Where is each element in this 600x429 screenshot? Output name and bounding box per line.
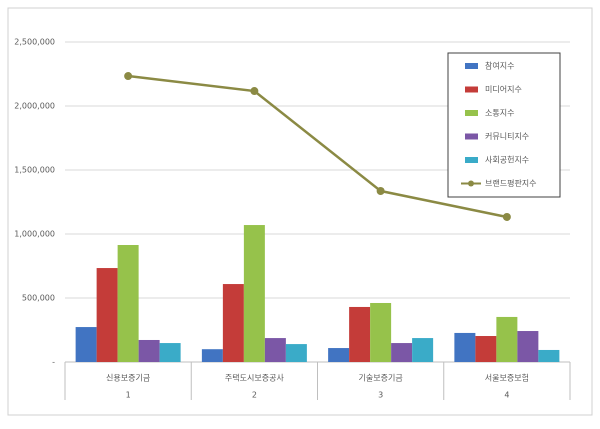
legend-box: [447, 52, 561, 198]
legend-swatch: [465, 63, 478, 69]
legend-label: 참여지수: [485, 61, 514, 71]
x-tick-label: 기술보증기금: [359, 373, 403, 383]
category-number: 3: [378, 391, 383, 400]
bar: [117, 245, 139, 362]
bar: [159, 343, 181, 362]
bar: [412, 338, 434, 362]
y-tick-label: 1,500,000: [14, 166, 55, 175]
legend-label: 소통지수: [485, 109, 514, 118]
bar: [349, 306, 371, 362]
y-tick-label: 2,000,000: [14, 102, 55, 111]
bar: [454, 332, 476, 362]
bar: [201, 349, 223, 362]
line: [127, 74, 508, 219]
bar: [96, 268, 118, 362]
x-tick-label: 신용보증기금: [106, 374, 150, 383]
legend-label: 커뮤니티지수: [485, 131, 529, 141]
line-marker: [124, 72, 133, 81]
x-tick-label: 서울보증보험: [485, 374, 529, 383]
bar: [538, 349, 560, 362]
bar: [370, 302, 392, 362]
legend-label: 브랜드평판지수: [485, 178, 537, 188]
y-tick-label: -: [52, 358, 55, 367]
category-number: 1: [126, 391, 131, 400]
bar: [138, 339, 160, 362]
bar: [328, 348, 350, 362]
bar: [264, 338, 286, 362]
legend-marker: [468, 180, 474, 187]
line-marker: [250, 87, 259, 96]
bar: [285, 344, 307, 362]
bar: [243, 225, 265, 362]
bar: [517, 331, 539, 362]
legend-swatch: [465, 110, 478, 116]
bar: [496, 316, 518, 362]
category-number: 2: [252, 391, 257, 400]
y-tick-label: 1,000,000: [14, 230, 55, 239]
bar: [391, 343, 413, 362]
y-tick-label: 500,000: [22, 294, 55, 303]
x-tick-label: 주택도시보증공사: [225, 373, 285, 383]
y-tick-label: 2,500,000: [14, 38, 55, 47]
bar: [75, 327, 97, 362]
legend-swatch: [465, 86, 478, 93]
legend-label: 미디어지수: [485, 84, 522, 94]
bar: [222, 284, 244, 362]
category-number: 4: [504, 391, 509, 400]
bar: [475, 336, 497, 362]
legend-swatch: [465, 133, 478, 140]
legend-label: 사회공헌지수: [485, 156, 529, 165]
line-marker: [502, 212, 511, 221]
line-marker: [376, 186, 385, 195]
legend-swatch: [465, 157, 478, 163]
